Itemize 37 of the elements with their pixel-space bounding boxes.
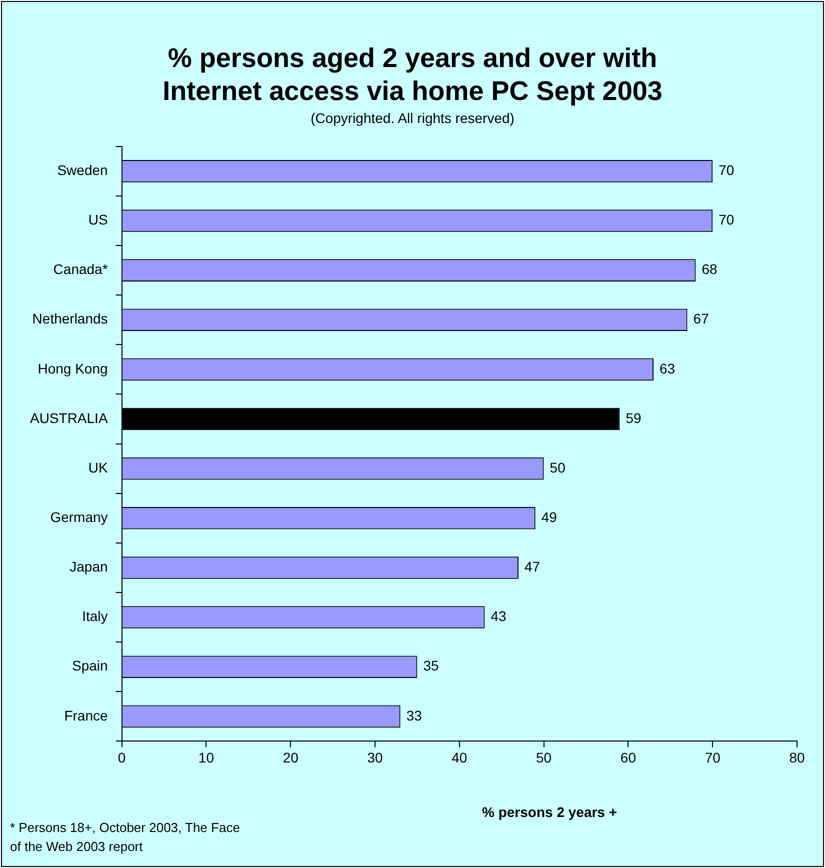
y-tick-label: France [64,707,108,724]
x-tick-label: 30 [367,749,383,766]
y-tick-label: Hong Kong [38,360,108,376]
y-tick-label: Spain [72,658,108,674]
x-tick-label: 60 [620,749,636,766]
x-tick-label: 10 [198,749,214,766]
data-label: 35 [423,658,439,674]
y-tick-label: Canada* [53,261,108,278]
y-tick-label: Germany [50,509,108,526]
y-tick-label: AUSTRALIA [30,410,108,426]
y-tick-label: Netherlands [32,310,108,327]
y-tick-label: Italy [82,608,108,624]
chart-title: % persons aged 2 years and over with Internet access via home PC Sept 2003 [162,42,664,108]
x-tick-label: 70 [704,749,721,766]
data-label: 63 [660,360,676,376]
data-label: 67 [693,310,710,327]
data-label: 49 [541,509,558,526]
x-tick-label: 0 [118,749,126,766]
data-label: 70 [718,162,734,178]
data-label: 70 [718,212,734,228]
data-label: 43 [490,608,507,624]
x-axis-title: % persons 2 years + [482,804,618,820]
data-label: 33 [406,707,422,724]
data-label: 59 [626,410,642,426]
y-tick-label: US [88,212,108,228]
x-tick-label: 20 [282,749,299,766]
y-tick-label: Sweden [57,162,108,178]
data-label: 50 [550,459,566,476]
x-tick-label: 80 [789,749,805,766]
y-tick-label: Japan [70,558,108,575]
x-tick-label: 50 [536,749,552,766]
data-label: 68 [702,261,718,278]
text: * Persons 18+, October 2003, The Face of the Web 2003 report [10,819,240,856]
y-tick-label: UK [88,459,108,476]
x-tick-label: 40 [452,749,468,766]
chart-subtitle: (Copyrighted. All rights reserved) [310,110,516,126]
data-label: 47 [524,558,540,575]
